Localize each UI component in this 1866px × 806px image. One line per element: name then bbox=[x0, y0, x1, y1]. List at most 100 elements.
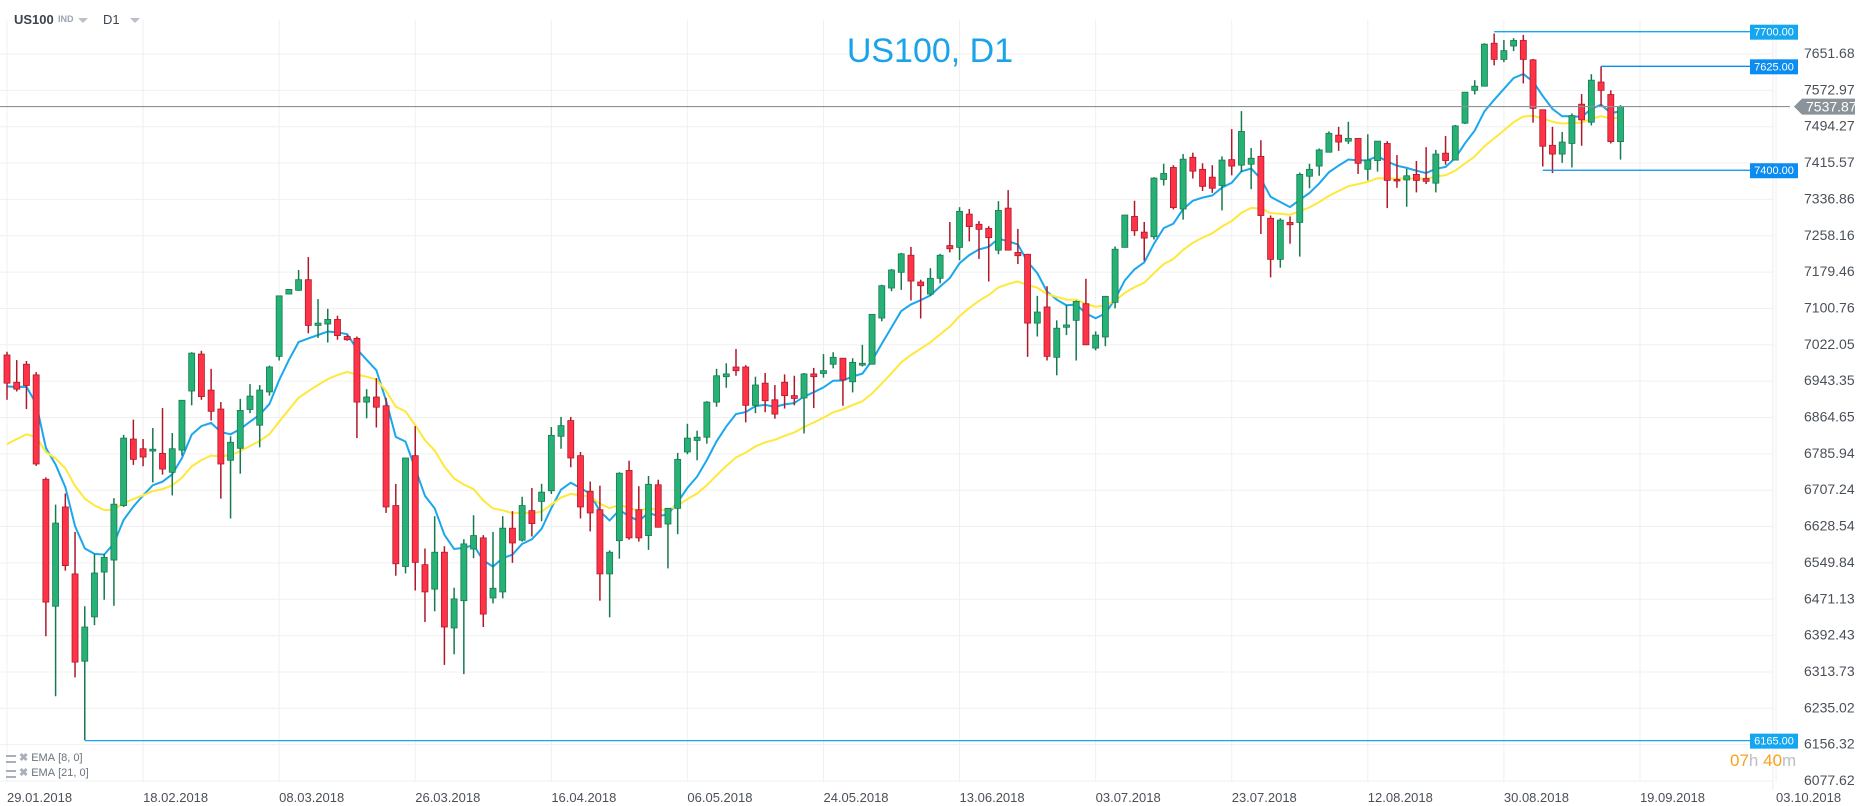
candle[interactable] bbox=[1267, 215, 1274, 278]
legend-ema-8[interactable]: ✖ EMA [8, 0] bbox=[6, 752, 83, 765]
candle[interactable] bbox=[839, 357, 847, 406]
candle[interactable] bbox=[722, 363, 730, 388]
candle[interactable] bbox=[1607, 90, 1615, 144]
candle[interactable] bbox=[236, 398, 244, 474]
candle[interactable] bbox=[1578, 94, 1586, 146]
candle[interactable] bbox=[431, 516, 439, 612]
candle[interactable] bbox=[596, 485, 604, 601]
candle[interactable] bbox=[518, 496, 526, 542]
candle[interactable] bbox=[91, 554, 98, 626]
candle[interactable] bbox=[538, 483, 545, 522]
candle[interactable] bbox=[450, 587, 458, 655]
candle[interactable] bbox=[392, 483, 400, 576]
candle[interactable] bbox=[149, 427, 157, 483]
candle[interactable] bbox=[635, 486, 643, 542]
candle[interactable] bbox=[1461, 91, 1469, 125]
settings-icon[interactable] bbox=[6, 754, 16, 763]
candle[interactable] bbox=[771, 385, 779, 419]
candle[interactable] bbox=[1072, 300, 1080, 361]
candle[interactable] bbox=[927, 268, 934, 296]
candle[interactable] bbox=[1519, 34, 1527, 84]
candle[interactable] bbox=[1024, 253, 1031, 357]
candle[interactable] bbox=[888, 269, 895, 292]
candle[interactable] bbox=[849, 358, 857, 393]
timeframe-dropdown-caret-icon[interactable] bbox=[130, 18, 140, 23]
candle[interactable] bbox=[304, 257, 312, 334]
candle[interactable] bbox=[110, 498, 118, 606]
candle[interactable] bbox=[615, 472, 623, 559]
candle[interactable] bbox=[1238, 111, 1245, 173]
candle[interactable] bbox=[907, 246, 915, 301]
candle[interactable] bbox=[1587, 74, 1595, 126]
remove-icon[interactable]: ✖ bbox=[19, 752, 29, 764]
candle[interactable] bbox=[32, 372, 40, 466]
candle[interactable] bbox=[820, 354, 827, 378]
candle[interactable] bbox=[285, 289, 293, 295]
candle[interactable] bbox=[207, 368, 215, 421]
candle[interactable] bbox=[489, 531, 497, 604]
candle[interactable] bbox=[217, 402, 225, 499]
candle[interactable] bbox=[1490, 33, 1498, 66]
candle[interactable] bbox=[975, 221, 983, 259]
candle[interactable] bbox=[256, 385, 264, 448]
candle[interactable] bbox=[1344, 121, 1352, 144]
level-7625.00[interactable]: 7625.00 bbox=[1601, 59, 1798, 75]
candle[interactable] bbox=[1033, 295, 1041, 337]
symbol-selector[interactable]: US100 bbox=[14, 12, 54, 27]
candle[interactable] bbox=[188, 352, 196, 406]
candle[interactable] bbox=[1383, 141, 1391, 209]
candle[interactable] bbox=[159, 408, 166, 475]
candle[interactable] bbox=[897, 252, 905, 290]
candle[interactable] bbox=[1218, 156, 1226, 211]
candle[interactable] bbox=[703, 401, 711, 444]
candle[interactable] bbox=[1471, 80, 1479, 95]
candle[interactable] bbox=[197, 350, 205, 400]
candle[interactable] bbox=[479, 535, 487, 628]
candle[interactable] bbox=[71, 531, 79, 678]
candle[interactable] bbox=[1413, 161, 1420, 193]
legend-ema-21[interactable]: ✖ EMA [21, 0] bbox=[6, 767, 89, 780]
candle[interactable] bbox=[52, 504, 59, 697]
level-7400.00[interactable]: 7400.00 bbox=[1542, 163, 1798, 179]
candle[interactable] bbox=[100, 554, 108, 600]
candle[interactable] bbox=[42, 477, 50, 637]
candle[interactable] bbox=[810, 367, 818, 409]
candle[interactable] bbox=[1140, 221, 1148, 261]
candle[interactable] bbox=[829, 352, 837, 369]
candle[interactable] bbox=[752, 376, 759, 414]
candle[interactable] bbox=[334, 315, 341, 340]
candle[interactable] bbox=[1529, 58, 1537, 123]
candle[interactable] bbox=[1315, 148, 1323, 176]
candle[interactable] bbox=[1403, 168, 1411, 207]
candle[interactable] bbox=[266, 365, 273, 396]
candle[interactable] bbox=[577, 451, 584, 519]
candle[interactable] bbox=[1121, 214, 1129, 248]
candle[interactable] bbox=[1092, 331, 1100, 351]
candle[interactable] bbox=[1442, 136, 1449, 165]
candle[interactable] bbox=[411, 426, 419, 591]
candle[interactable] bbox=[372, 378, 380, 428]
candle[interactable] bbox=[1335, 126, 1343, 151]
candle[interactable] bbox=[761, 372, 769, 413]
candle[interactable] bbox=[654, 479, 662, 528]
candle[interactable] bbox=[402, 457, 409, 574]
candle[interactable] bbox=[1393, 155, 1401, 188]
candle[interactable] bbox=[1374, 140, 1381, 172]
candle[interactable] bbox=[1043, 286, 1051, 361]
candle[interactable] bbox=[858, 344, 866, 367]
candle[interactable] bbox=[1422, 147, 1430, 185]
candle[interactable] bbox=[868, 313, 876, 365]
candle[interactable] bbox=[693, 430, 701, 461]
symbol-dropdown-caret-icon[interactable] bbox=[78, 18, 88, 23]
level-6165.00[interactable]: 6165.00 bbox=[84, 733, 1798, 749]
candle[interactable] bbox=[1510, 38, 1517, 52]
candle[interactable] bbox=[1170, 165, 1177, 210]
candle[interactable] bbox=[1189, 152, 1197, 179]
candle[interactable] bbox=[781, 374, 788, 409]
candle[interactable] bbox=[1481, 43, 1488, 87]
candle[interactable] bbox=[1558, 131, 1566, 163]
candle[interactable] bbox=[470, 515, 477, 559]
candle[interactable] bbox=[23, 360, 30, 410]
timeframe-selector[interactable]: D1 bbox=[103, 12, 120, 27]
